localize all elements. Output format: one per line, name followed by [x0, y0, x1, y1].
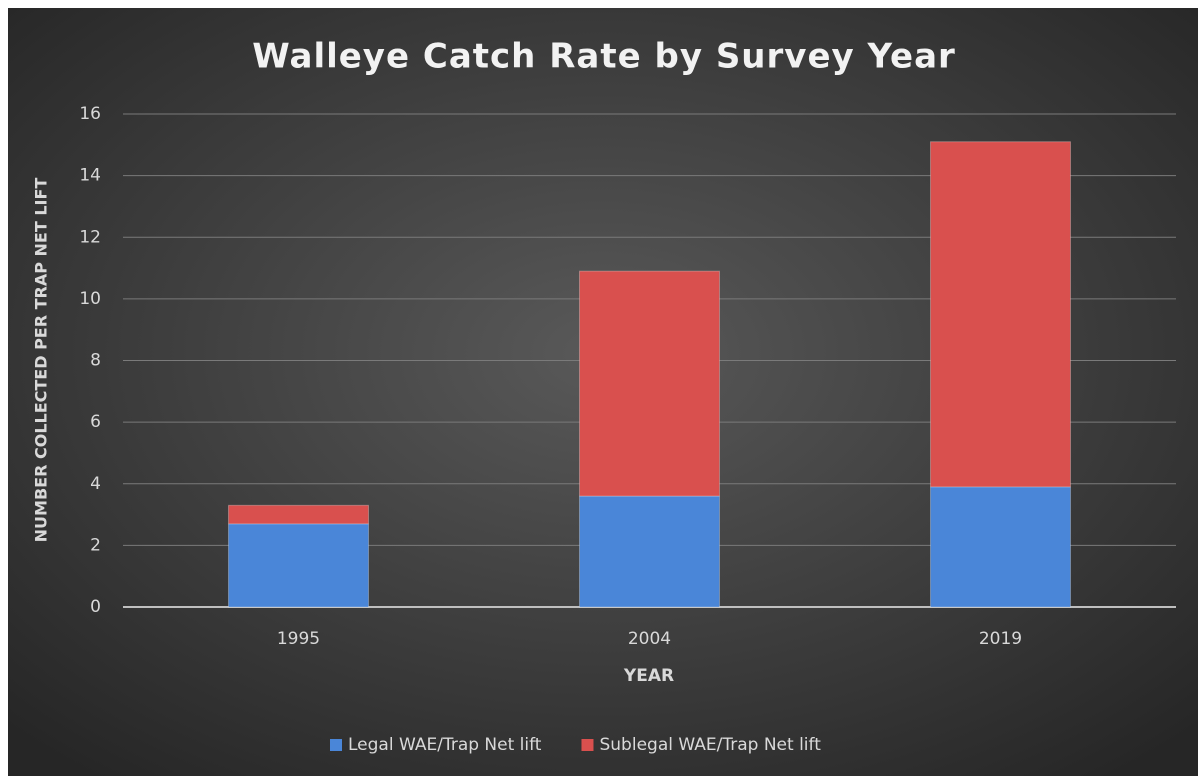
bar-segment: [228, 504, 369, 525]
y-tick-label: 16: [79, 104, 101, 124]
x-tick-label: 2019: [979, 629, 1022, 649]
y-tick-label: 0: [90, 597, 101, 617]
x-tick-label: 1995: [277, 629, 320, 649]
y-tick-label: 8: [90, 351, 101, 371]
legend-swatch: [330, 739, 342, 751]
legend-label: Sublegal WAE/Trap Net lift: [599, 735, 821, 755]
x-tick-label: 2004: [628, 629, 671, 649]
bar-segment: [930, 141, 1071, 488]
y-tick-label: 14: [79, 166, 101, 186]
y-tick-label: 4: [90, 474, 101, 494]
legend-label: Legal WAE/Trap Net lift: [348, 735, 542, 755]
y-tick-label: 6: [90, 412, 101, 432]
y-tick-label: 2: [90, 535, 101, 555]
chart-title: Walleye Catch Rate by Survey Year: [252, 37, 956, 77]
bar-segment: [228, 523, 369, 608]
y-tick-label: 12: [79, 227, 101, 247]
y-tick-label: 10: [79, 289, 101, 309]
legend-swatch: [581, 739, 594, 751]
bar-segment: [579, 495, 720, 608]
y-axis-label: NUMBER COLLECTED PER TRAP NET LIFT: [32, 178, 51, 543]
bar-segment: [930, 486, 1071, 608]
x-axis-label: YEAR: [623, 666, 674, 686]
bar-segment: [579, 270, 720, 497]
